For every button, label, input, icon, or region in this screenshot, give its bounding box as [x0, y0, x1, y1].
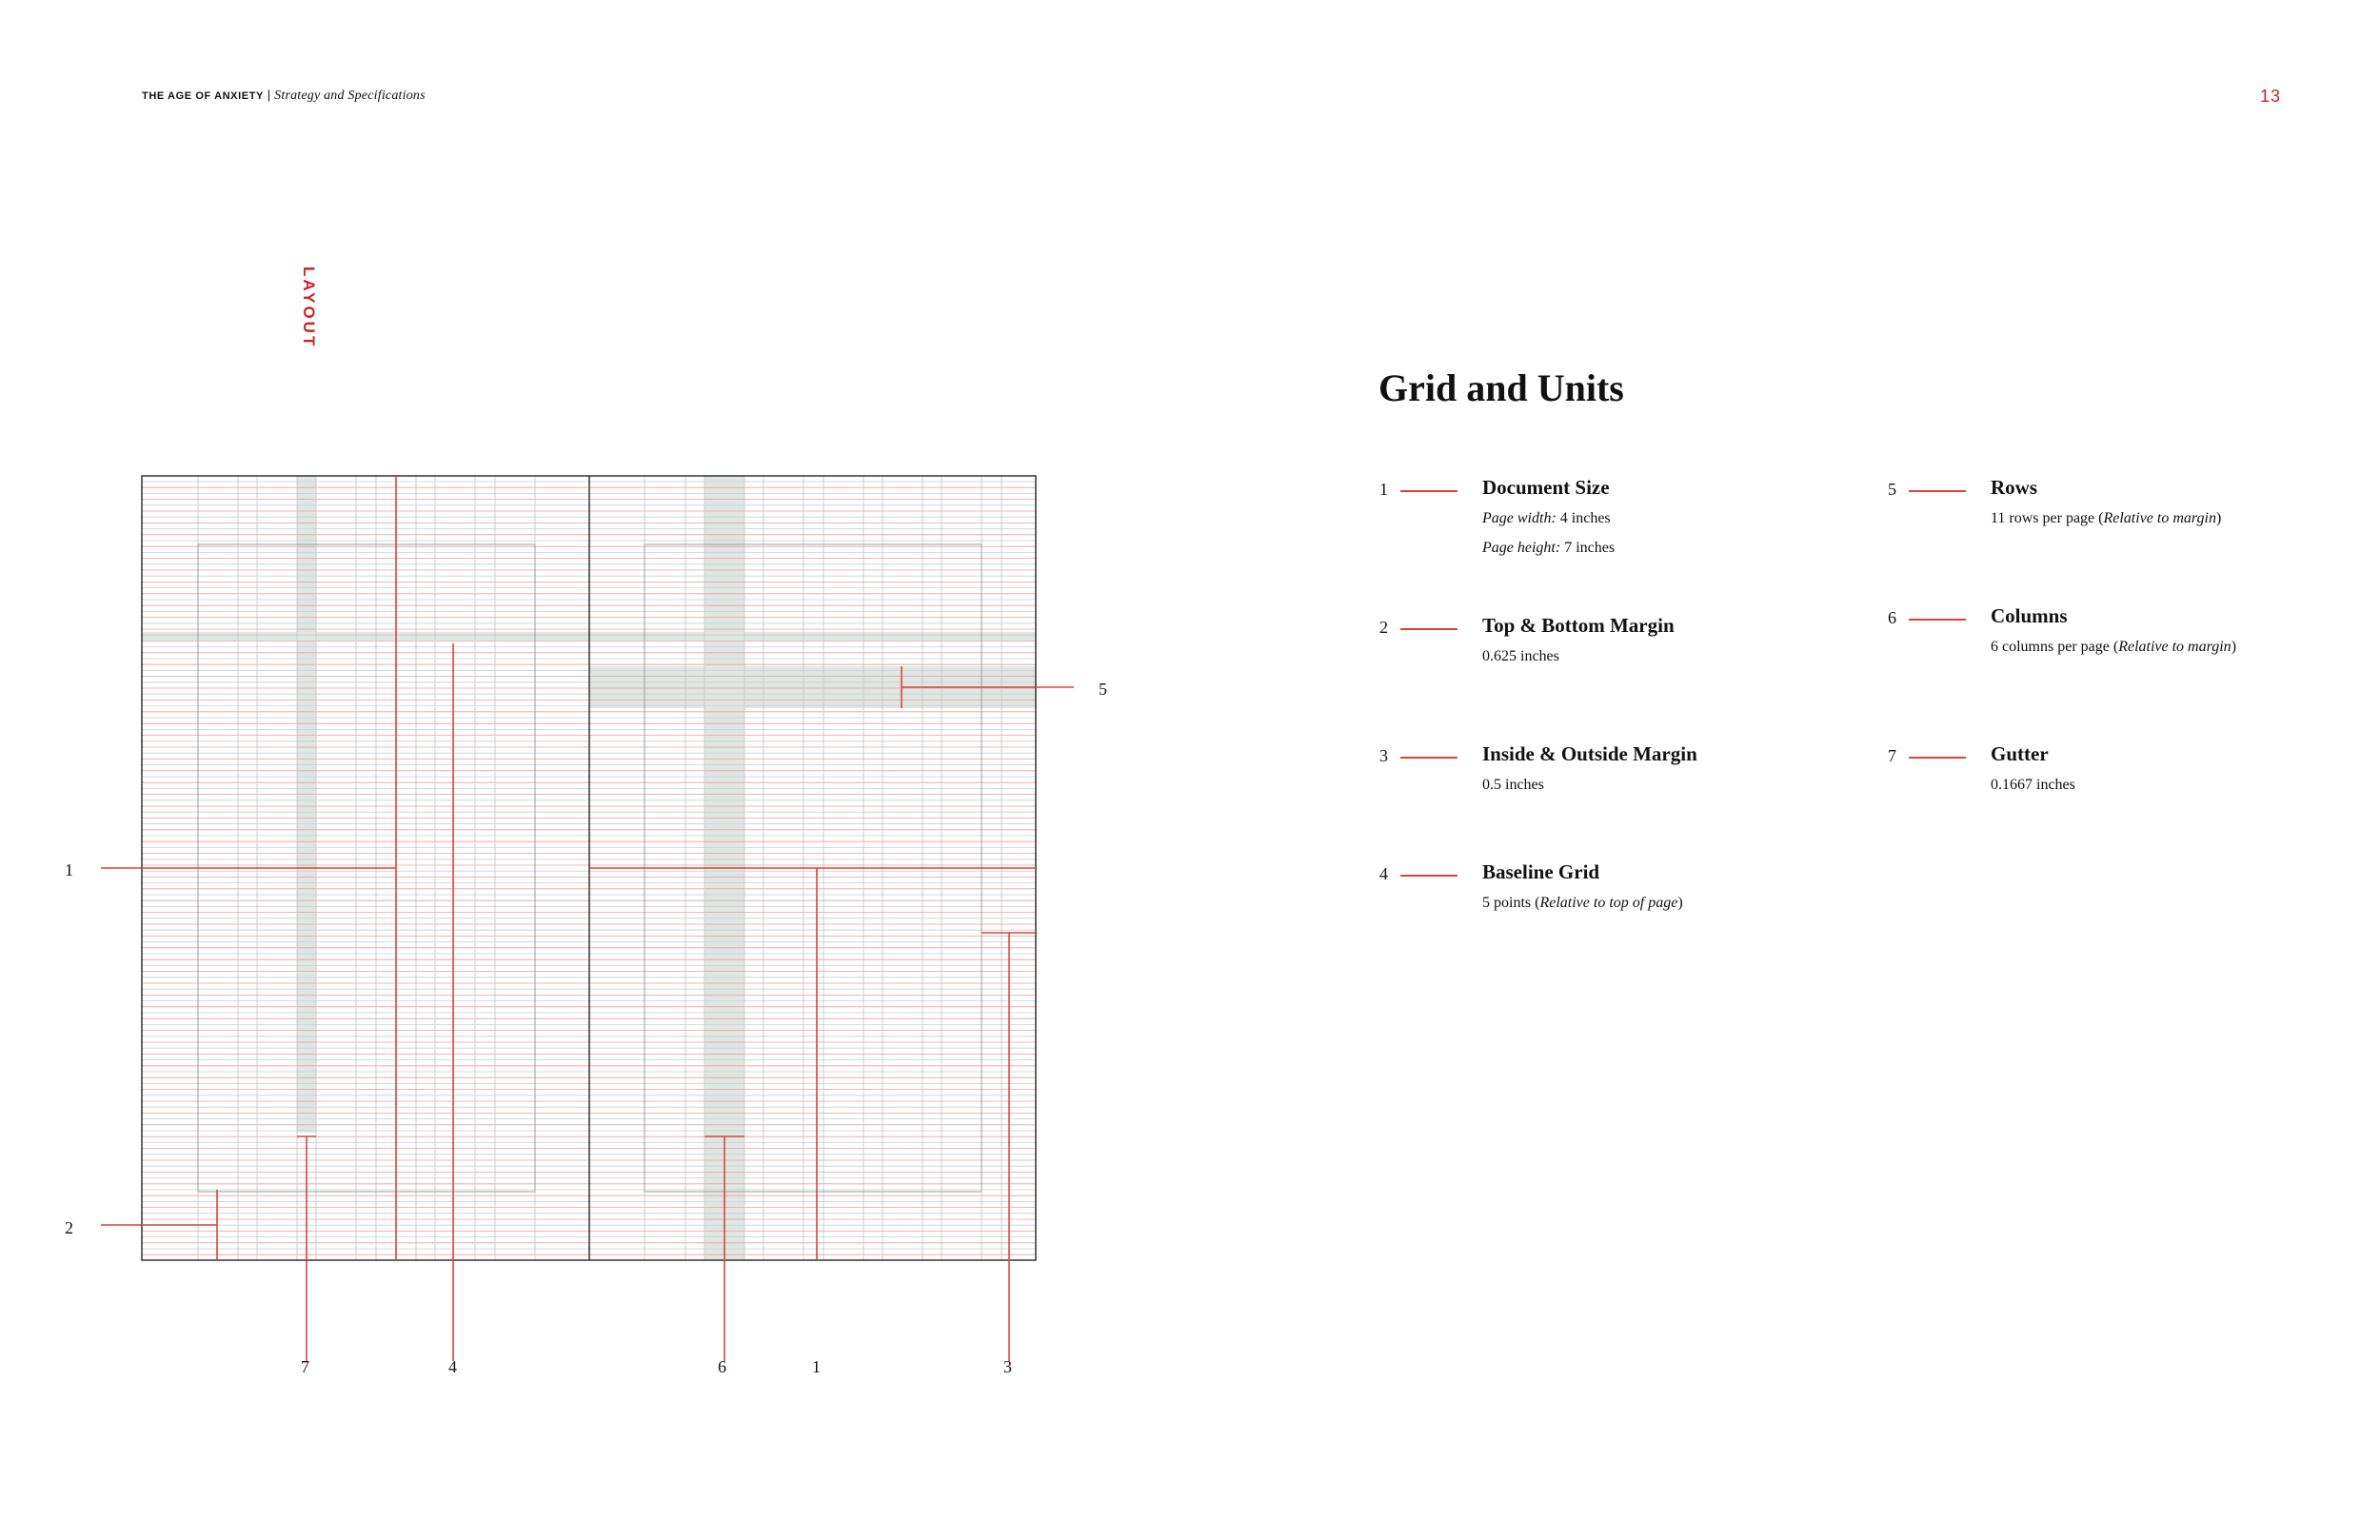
- callout-label-1-left: 1: [65, 860, 73, 879]
- spec-rule: [1400, 490, 1458, 492]
- spec-name: Top & Bottom Margin: [1482, 614, 1675, 637]
- spec-rule: [1909, 757, 1966, 759]
- header-separator: |: [263, 88, 275, 102]
- callout-label-5-right: 5: [1099, 680, 1107, 699]
- spec-name: Baseline Grid: [1482, 860, 1600, 883]
- publication-title: THE AGE OF ANXIETY: [142, 90, 264, 102]
- spec-value: 0.625 inches: [1482, 648, 1559, 664]
- spec-rule: [1400, 875, 1458, 877]
- section-label: LAYOUT: [300, 267, 318, 349]
- spec-name: Rows: [1991, 476, 2038, 499]
- spec-value: 0.1667 inches: [1991, 777, 2075, 793]
- spec-number: 7: [1888, 746, 1896, 765]
- spec-name: Document Size: [1482, 476, 1610, 499]
- spec-name: Columns: [1991, 604, 2068, 627]
- spec-value: 0.5 inches: [1482, 777, 1544, 793]
- callout-label-6-bottom: 6: [718, 1357, 726, 1376]
- spec-number: 2: [1379, 618, 1388, 637]
- spec-number: 5: [1888, 480, 1896, 499]
- callout-label-3-bottom: 3: [1003, 1357, 1012, 1376]
- spec-name: Gutter: [1991, 742, 2049, 765]
- spec-rule: [1909, 619, 1966, 621]
- grid-lines: [141, 475, 1037, 1261]
- spec-value: 5 points (Relative to top of page): [1482, 895, 1683, 911]
- spec-value: 11 rows per page (Relative to margin): [1991, 510, 2222, 526]
- page-number: 13: [2260, 87, 2282, 106]
- running-header: THE AGE OF ANXIETY | Strategy and Specif…: [142, 88, 426, 104]
- callout-lines: [101, 476, 1074, 1361]
- spec-rule: [1909, 490, 1966, 492]
- spec-name: Inside & Outside Margin: [1482, 742, 1697, 765]
- callout-label-2-left: 2: [65, 1218, 73, 1237]
- callout-label-1-bottom: 1: [812, 1357, 821, 1376]
- spec-page-width: Page width: 4 inches: [1482, 510, 1611, 526]
- spec-value: 6 columns per page (Relative to margin): [1991, 639, 2237, 655]
- spec-number: 3: [1379, 746, 1388, 765]
- spec-rule: [1400, 628, 1458, 630]
- spec-number: 6: [1888, 608, 1896, 627]
- spec-page-height: Page height: 7 inches: [1482, 540, 1616, 556]
- spec-number: 4: [1379, 864, 1388, 883]
- spec-rule: [1400, 757, 1458, 759]
- section-subtitle: Strategy and Specifications: [274, 89, 426, 103]
- grid-diagram: 1 2 5 7 4 6 1 3: [65, 475, 1107, 1376]
- callout-label-4-bottom: 4: [448, 1357, 457, 1376]
- spec-number: 1: [1379, 480, 1388, 499]
- gutter-highlight: [297, 476, 316, 1133]
- callout-label-7-bottom: 7: [301, 1357, 309, 1376]
- page-title: Grid and Units: [1378, 366, 1624, 409]
